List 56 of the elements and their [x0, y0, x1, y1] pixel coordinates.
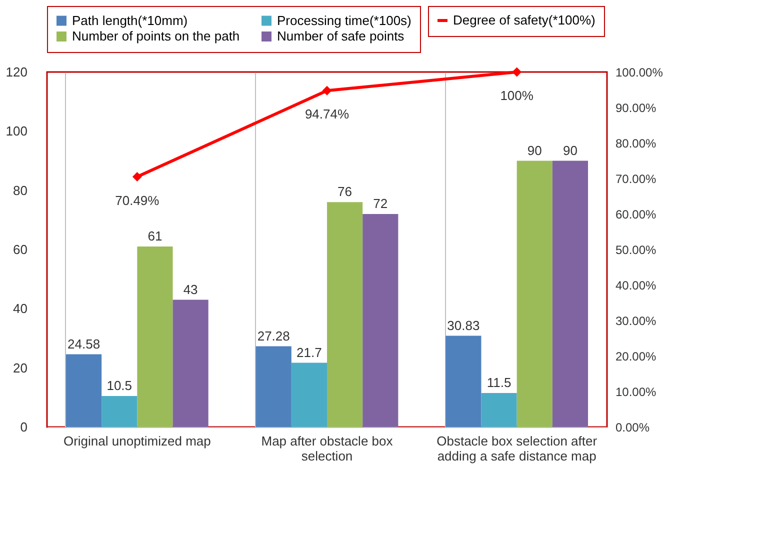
y2-tick-label: 70.00%	[616, 172, 657, 186]
bar	[446, 336, 482, 427]
data-label: 27.28	[257, 328, 290, 344]
y-tick-label: 120	[6, 64, 28, 80]
data-label: 61	[148, 228, 162, 244]
point	[132, 172, 142, 182]
bar	[516, 160, 552, 427]
y2-tick-label: 100.00%	[616, 66, 664, 80]
y-tick-label: 80	[13, 182, 28, 198]
y-tick-label: 20	[13, 360, 28, 376]
data-label: 10.5	[106, 378, 132, 393]
bar	[102, 396, 138, 427]
y-tick-label: 40	[13, 301, 28, 316]
y2-tick-label: 40.00%	[616, 278, 657, 292]
legend-label: Number of points on the path	[72, 28, 240, 44]
bar	[172, 300, 208, 427]
bar	[137, 246, 173, 427]
y-tick-label: 60	[13, 242, 28, 257]
data-label: 94.74%	[304, 106, 350, 122]
legend-label: Number of safe points	[277, 28, 405, 44]
data-label: 30.83	[447, 318, 480, 333]
legend-label: Path length(*10mm)	[72, 12, 188, 28]
bar	[66, 354, 102, 427]
data-label: 90	[562, 142, 578, 158]
data-label: 21.7	[296, 344, 322, 360]
y2-tick-label: 80.00%	[616, 136, 657, 150]
y2-tick-label: 0.00%	[616, 420, 650, 434]
data-label: 43	[183, 282, 198, 297]
data-label: 90	[527, 142, 542, 158]
data-label: 100%	[500, 88, 534, 103]
bar	[552, 160, 588, 427]
legend-label: Degree of safety(*100%)	[453, 12, 596, 28]
data-label: 11.5	[486, 374, 512, 390]
point	[322, 86, 332, 96]
data-label: 72	[373, 196, 388, 211]
bar	[362, 214, 398, 427]
y2-tick-label: 60.00%	[616, 208, 657, 222]
legend-label: Processing time(*100s)	[277, 12, 412, 28]
bar	[481, 392, 517, 427]
bar	[327, 202, 363, 427]
y-tick-label: 100	[6, 124, 28, 139]
point	[512, 67, 522, 77]
x-tick-label: Map after obstacle box selection	[261, 434, 394, 464]
y2-tick-label: 30.00%	[616, 314, 657, 328]
data-label: 76	[338, 184, 352, 200]
y2-tick-label: 20.00%	[616, 350, 657, 364]
y2-tick-label: 10.00%	[616, 385, 657, 399]
x-tick-label: Obstacle box selection after adding a safe distance map	[436, 434, 598, 464]
y2-tick-label: 50.00%	[616, 243, 657, 257]
x-tick-label: Original unoptimized map	[63, 434, 211, 448]
bar	[256, 346, 292, 427]
data-label: 24.58	[68, 336, 100, 352]
y2-tick-label: 90.00%	[616, 101, 657, 115]
bar	[291, 362, 327, 427]
y-tick-label: 0	[20, 420, 28, 434]
data-label: 70.49%	[115, 192, 160, 208]
